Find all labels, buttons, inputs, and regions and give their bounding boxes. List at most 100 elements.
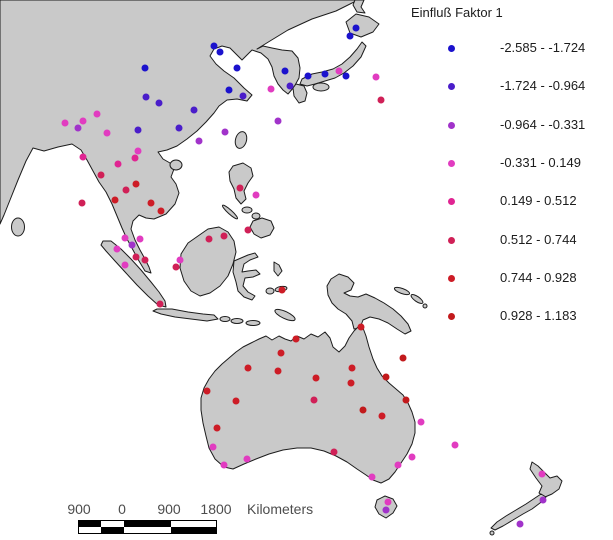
data-point[interactable] bbox=[352, 24, 360, 32]
landmass-asia-mainland bbox=[0, 0, 359, 274]
data-point[interactable] bbox=[172, 263, 180, 271]
data-point[interactable] bbox=[378, 412, 386, 420]
data-point[interactable] bbox=[359, 406, 367, 414]
data-point[interactable] bbox=[128, 241, 136, 249]
landmass-layer bbox=[0, 0, 563, 536]
data-point[interactable] bbox=[368, 473, 376, 481]
data-point[interactable] bbox=[451, 441, 459, 449]
data-point[interactable] bbox=[131, 154, 139, 162]
data-point[interactable] bbox=[114, 160, 122, 168]
landmass-nz-south-island bbox=[490, 493, 547, 531]
data-point[interactable] bbox=[136, 235, 144, 243]
data-point[interactable] bbox=[538, 470, 546, 478]
data-point[interactable] bbox=[93, 110, 101, 118]
data-point[interactable] bbox=[142, 93, 150, 101]
data-point[interactable] bbox=[274, 367, 282, 375]
data-point[interactable] bbox=[121, 234, 129, 242]
data-point[interactable] bbox=[141, 64, 149, 72]
data-point[interactable] bbox=[321, 70, 329, 78]
landmass-new-britain bbox=[393, 286, 411, 296]
data-point[interactable] bbox=[347, 379, 355, 387]
data-point[interactable] bbox=[203, 387, 211, 395]
data-point[interactable] bbox=[132, 180, 140, 188]
data-point[interactable] bbox=[190, 106, 198, 114]
data-point[interactable] bbox=[132, 253, 140, 261]
data-point[interactable] bbox=[213, 424, 221, 432]
data-point[interactable] bbox=[335, 67, 343, 75]
data-point[interactable] bbox=[113, 245, 121, 253]
data-point[interactable] bbox=[74, 124, 82, 132]
data-point[interactable] bbox=[310, 396, 318, 404]
data-point[interactable] bbox=[147, 199, 155, 207]
data-point[interactable] bbox=[348, 364, 356, 372]
data-point[interactable] bbox=[220, 232, 228, 240]
data-point[interactable] bbox=[244, 226, 252, 234]
data-point[interactable] bbox=[312, 374, 320, 382]
data-point[interactable] bbox=[233, 64, 241, 72]
data-point[interactable] bbox=[382, 506, 390, 514]
data-point[interactable] bbox=[156, 300, 164, 308]
data-point[interactable] bbox=[382, 373, 390, 381]
data-point[interactable] bbox=[134, 147, 142, 155]
data-point[interactable] bbox=[357, 323, 365, 331]
data-point[interactable] bbox=[252, 191, 260, 199]
landmass-new-ireland bbox=[410, 293, 424, 305]
landmass-honshu bbox=[299, 41, 367, 87]
data-point[interactable] bbox=[402, 396, 410, 404]
data-point[interactable] bbox=[195, 137, 203, 145]
data-point[interactable] bbox=[79, 117, 87, 125]
data-point[interactable] bbox=[176, 256, 184, 264]
landmass-nz-north-island bbox=[529, 461, 563, 498]
data-point[interactable] bbox=[236, 184, 244, 192]
data-point[interactable] bbox=[61, 119, 69, 127]
data-point[interactable] bbox=[122, 186, 130, 194]
data-point[interactable] bbox=[225, 86, 233, 94]
data-point[interactable] bbox=[243, 455, 251, 463]
data-point[interactable] bbox=[372, 73, 380, 81]
data-point[interactable] bbox=[232, 397, 240, 405]
data-point[interactable] bbox=[292, 335, 300, 343]
data-point[interactable] bbox=[408, 453, 416, 461]
data-point[interactable] bbox=[274, 117, 282, 125]
data-point[interactable] bbox=[210, 42, 218, 50]
data-point[interactable] bbox=[330, 448, 338, 456]
data-point[interactable] bbox=[157, 207, 165, 215]
data-point[interactable] bbox=[304, 72, 312, 80]
data-point[interactable] bbox=[111, 196, 119, 204]
data-point[interactable] bbox=[267, 85, 275, 93]
data-point[interactable] bbox=[155, 99, 163, 107]
data-point[interactable] bbox=[278, 286, 286, 294]
data-point[interactable] bbox=[516, 520, 524, 528]
data-point[interactable] bbox=[286, 82, 294, 90]
data-point[interactable] bbox=[239, 92, 247, 100]
data-point[interactable] bbox=[377, 96, 385, 104]
data-point[interactable] bbox=[121, 261, 129, 269]
data-point[interactable] bbox=[220, 461, 228, 469]
data-point[interactable] bbox=[394, 461, 402, 469]
data-point[interactable] bbox=[175, 124, 183, 132]
data-point[interactable] bbox=[244, 364, 252, 372]
data-point[interactable] bbox=[221, 128, 229, 136]
data-point[interactable] bbox=[346, 32, 354, 40]
data-point[interactable] bbox=[384, 498, 392, 506]
data-point[interactable] bbox=[78, 199, 86, 207]
data-point[interactable] bbox=[103, 129, 111, 137]
data-point[interactable] bbox=[205, 235, 213, 243]
data-point[interactable] bbox=[134, 126, 142, 134]
data-point[interactable] bbox=[141, 256, 149, 264]
data-point[interactable] bbox=[277, 349, 285, 357]
data-point[interactable] bbox=[417, 418, 425, 426]
landmass-solomon-islet bbox=[422, 303, 428, 309]
data-point[interactable] bbox=[209, 443, 217, 451]
data-point[interactable] bbox=[97, 171, 105, 179]
data-point[interactable] bbox=[79, 153, 87, 161]
data-point[interactable] bbox=[539, 496, 547, 504]
data-point[interactable] bbox=[216, 48, 224, 56]
data-point[interactable] bbox=[342, 72, 350, 80]
data-point[interactable] bbox=[399, 354, 407, 362]
landmass-luzon bbox=[228, 162, 254, 205]
data-point[interactable] bbox=[281, 67, 289, 75]
landmass-stewart-island bbox=[489, 530, 495, 536]
